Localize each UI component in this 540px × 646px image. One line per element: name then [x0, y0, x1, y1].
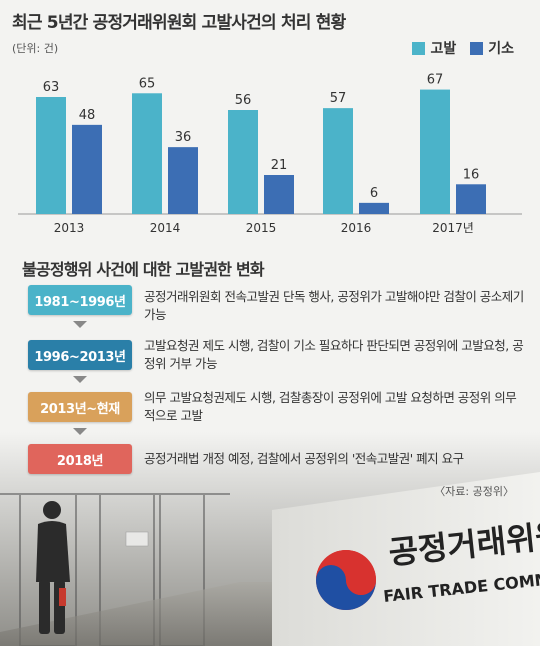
- bar-complaint: [420, 89, 450, 214]
- data-label: 57: [330, 91, 347, 106]
- glass-doors: [0, 493, 230, 646]
- source-note: 〈자료: 공정위〉: [434, 485, 514, 498]
- legend-swatch-complaint: [412, 41, 426, 55]
- timeline-description: 고발요청권 제도 시행, 검찰이 기소 필요하다 판단되면 공정위에 고발요청,…: [144, 338, 524, 371]
- x-tick-label: 2015: [246, 221, 277, 235]
- bar-indictment: [72, 124, 102, 214]
- bar-indictment: [264, 175, 294, 214]
- bar-indictment: [456, 184, 486, 214]
- unit-label: (단위: 건): [12, 42, 59, 55]
- legend-label-indictment: 기소: [488, 41, 514, 57]
- data-label: 6: [370, 186, 378, 201]
- x-tick-label: 2014: [150, 221, 181, 235]
- person-silhouette: [36, 501, 70, 634]
- x-tick-label: 2016: [341, 221, 372, 235]
- timeline-period-badge: 2018년: [28, 444, 132, 474]
- bar-complaint: [132, 93, 162, 214]
- data-label: 56: [235, 93, 252, 108]
- sign-english-text: FAIR TRADE COMMISSION: [382, 563, 540, 606]
- data-label: 16: [463, 167, 480, 182]
- bar-chart: 63 48 2013 65 36 2014 56 21 2015 57 6 2016 67 16 2017년: [18, 73, 522, 235]
- sign-korean-text: 공정거래위원회: [387, 513, 540, 572]
- data-label: 63: [43, 80, 60, 95]
- timeline-period-badge: 1996~2013년: [28, 340, 132, 370]
- bar-indictment: [168, 147, 198, 214]
- bar-complaint: [36, 97, 66, 214]
- data-label: 48: [79, 108, 96, 123]
- x-tick-label: 2013: [54, 221, 85, 235]
- chart-title: 최근 5년간 공정거래위원회 고발사건의 처리 현황: [12, 13, 346, 33]
- bar-complaint: [228, 110, 258, 214]
- legend-label-complaint: 고발: [430, 41, 457, 57]
- legend-item-complaint: 고발: [412, 38, 456, 58]
- bar-indictment: [359, 202, 389, 214]
- timeline-period-badge: 2013년~현재: [28, 392, 132, 422]
- legend: 고발 기소: [412, 38, 514, 58]
- floor: [0, 582, 300, 646]
- timeline-title: 불공정행위 사건에 대한 고발권한 변화: [22, 260, 265, 279]
- legend-item-indictment: 기소: [470, 38, 514, 58]
- data-label: 67: [427, 73, 444, 88]
- timeline-period-badge: 1981~1996년: [28, 285, 132, 315]
- data-label: 65: [139, 76, 156, 91]
- timeline-arrow: [73, 428, 87, 435]
- government-emblem-icon: [316, 550, 376, 610]
- door-sign: [125, 531, 149, 547]
- timeline-description: 공정거래법 개정 예정, 검찰에서 공정위의 '전속고발권' 폐지 요구: [144, 451, 464, 466]
- timeline-arrow: [73, 321, 87, 328]
- timeline-description: 의무 고발요청권제도 시행, 검찰총장이 공정위에 고발 요청하면 공정위 의무…: [144, 390, 517, 423]
- timeline-arrow: [73, 376, 87, 383]
- timeline-description: 공정거래위원회 전속고발권 단독 행사, 공정위가 고발해야만 검찰이 공소제기…: [144, 289, 524, 322]
- x-tick-label: 2017년: [432, 221, 474, 235]
- data-label: 21: [271, 158, 288, 173]
- data-label: 36: [175, 130, 192, 145]
- legend-swatch-indictment: [470, 41, 484, 55]
- fire-extinguisher-icon: [59, 588, 66, 606]
- bar-complaint: [323, 108, 353, 214]
